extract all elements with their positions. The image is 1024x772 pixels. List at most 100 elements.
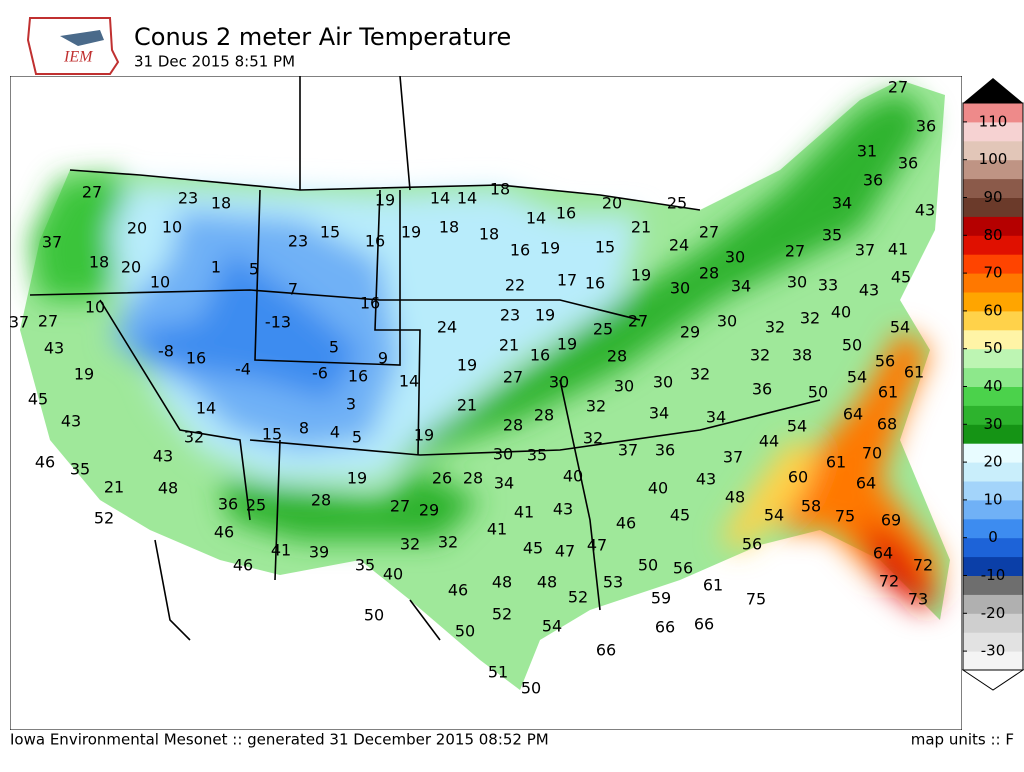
station-value: 18 [479, 225, 499, 244]
station-value: 28 [311, 491, 331, 510]
station-value: 16 [186, 349, 206, 368]
station-value: 46 [616, 514, 636, 533]
station-value: 16 [510, 241, 530, 260]
state-line [254, 189, 421, 456]
title: Conus 2 meter Air Temperature [134, 23, 511, 51]
station-value: 35 [822, 226, 842, 245]
border-line [154, 76, 441, 641]
station-value: 51 [488, 663, 508, 682]
station-value: 29 [419, 501, 439, 520]
station-value: 37 [855, 241, 875, 260]
station-value: 40 [831, 303, 851, 322]
station-value: 8 [299, 419, 309, 438]
logo: IEM [26, 17, 120, 75]
station-value: 61 [826, 453, 846, 472]
station-value: 64 [856, 474, 876, 493]
station-value: 50 [364, 606, 384, 625]
station-value: 44 [759, 432, 779, 451]
station-value: 18 [439, 218, 459, 237]
station-value: 25 [667, 194, 687, 213]
station-value: 73 [908, 590, 928, 609]
station-value: 53 [603, 573, 623, 592]
colorbar-segment [963, 499, 1023, 520]
station-value: 70 [862, 444, 882, 463]
station-value: 35 [355, 556, 375, 575]
station-value: 45 [28, 390, 48, 409]
station-value: 60 [788, 468, 808, 487]
station-value: 50 [808, 383, 828, 402]
station-value: 56 [875, 352, 895, 371]
station-value: 61 [703, 576, 723, 595]
station-value: 17 [557, 271, 577, 290]
station-value: 33 [818, 276, 838, 295]
colorbar-segment [963, 651, 1023, 671]
station-value: 15 [320, 223, 340, 242]
colorbar-segment [963, 178, 1023, 198]
colorbar-segment [963, 310, 1023, 331]
station-value: -8 [158, 342, 174, 361]
station-value: 45 [523, 539, 543, 558]
colorbar-segment [963, 348, 1023, 369]
temperature-fill [30, 90, 940, 610]
station-value: 40 [383, 565, 403, 584]
station-value: 32 [586, 397, 606, 416]
station-value: 20 [602, 194, 622, 213]
station-value: -6 [312, 364, 328, 383]
colorbar-segment [963, 197, 1023, 217]
station-value: 41 [514, 503, 534, 522]
station-value: 59 [651, 589, 671, 608]
station-value: 61 [904, 363, 924, 382]
station-value: 72 [879, 572, 899, 591]
logo-text: IEM [63, 49, 94, 66]
state-line [69, 169, 701, 211]
colorbar-tick-label: -30 [981, 642, 1006, 660]
station-value: 28 [534, 406, 554, 425]
station-value: 3 [346, 395, 356, 414]
station-value: 31 [857, 142, 877, 161]
station-value: 72 [913, 556, 933, 575]
station-value: 66 [694, 615, 714, 634]
colorbar-segment [963, 556, 1023, 576]
station-value: 69 [881, 511, 901, 530]
station-value: 30 [787, 273, 807, 292]
station-value: 43 [915, 201, 935, 220]
station-value: 28 [607, 347, 627, 366]
station-value: 45 [891, 268, 911, 287]
station-value: 20 [121, 258, 141, 277]
colorbar-segment [963, 518, 1023, 539]
station-value: 28 [699, 264, 719, 283]
station-value: 46 [35, 453, 55, 472]
station-value: 23 [288, 232, 308, 251]
station-value: 32 [690, 365, 710, 384]
colorbar-segment [963, 254, 1023, 274]
station-value: 21 [104, 478, 124, 497]
station-value: 56 [742, 535, 762, 554]
station-value: 45 [670, 506, 690, 525]
station-value: 54 [847, 368, 867, 387]
station-value: 27 [888, 78, 908, 97]
station-value: 16 [530, 346, 550, 365]
station-value: 54 [787, 417, 807, 436]
station-value: -4 [235, 360, 251, 379]
station-value: 32 [765, 318, 785, 337]
station-value: 37 [9, 313, 29, 332]
colorbar-tick-label: 10 [983, 490, 1002, 508]
station-value: 10 [85, 298, 105, 317]
colorbar-segment [963, 424, 1023, 444]
station-value: 16 [365, 232, 385, 251]
station-value: 36 [655, 441, 675, 460]
colorbar-segment [963, 121, 1023, 142]
station-value: 30 [670, 279, 690, 298]
station-value: 23 [500, 306, 520, 325]
station-value: 7 [288, 280, 298, 299]
colorbar-segment [963, 329, 1023, 350]
colorbar-tick-label: 70 [983, 264, 1002, 282]
colorbar-segment [963, 367, 1023, 387]
station-value: 27 [628, 312, 648, 331]
station-value: 23 [178, 189, 198, 208]
station-value: 19 [347, 469, 367, 488]
station-value: 37 [42, 233, 62, 252]
station-value: 30 [614, 377, 634, 396]
